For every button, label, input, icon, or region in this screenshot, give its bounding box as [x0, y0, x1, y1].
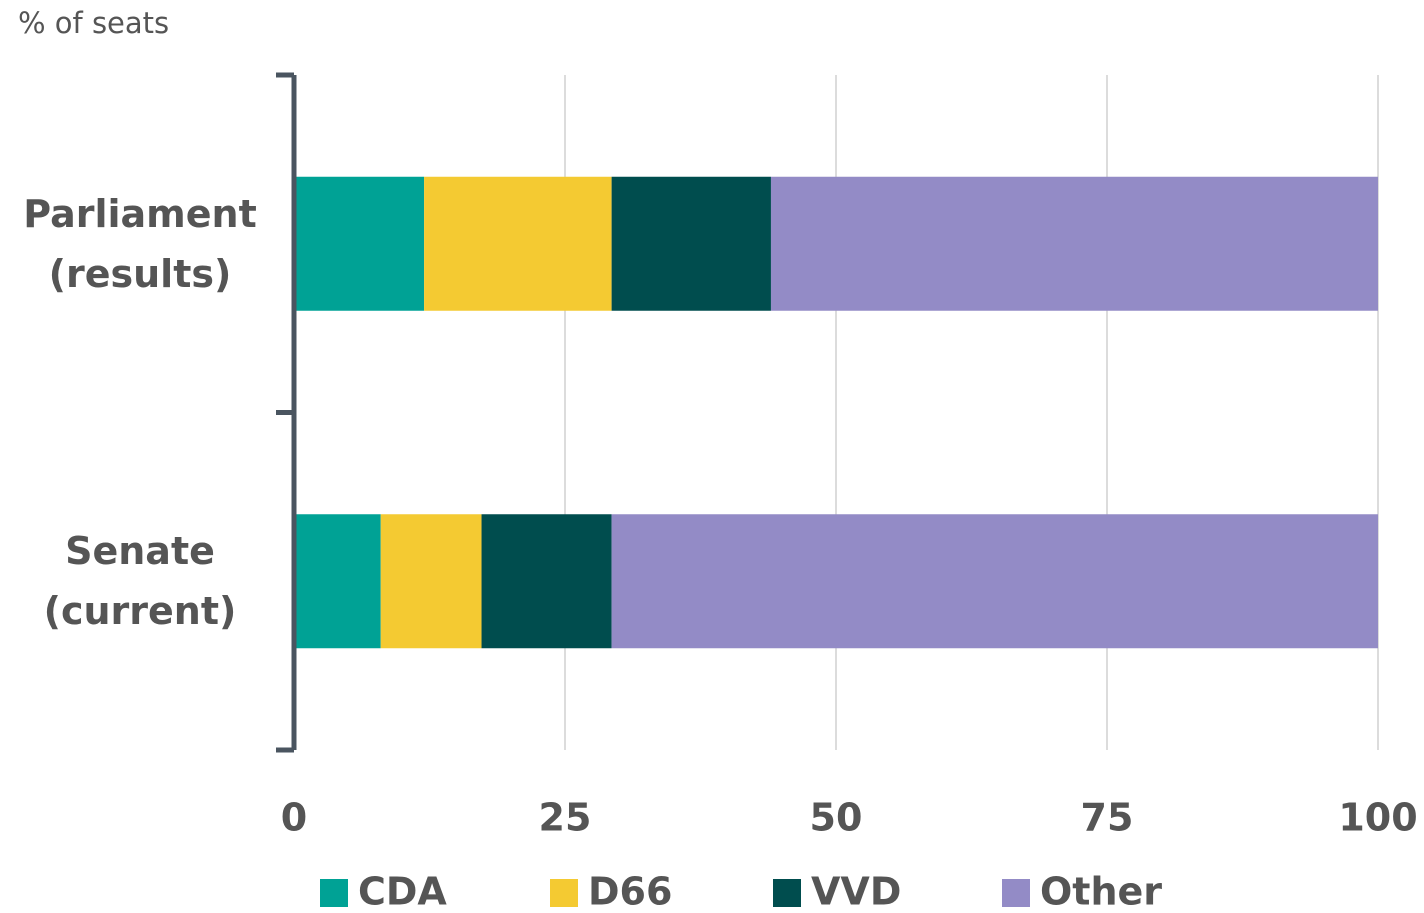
- legend-label: VVD: [811, 870, 901, 913]
- x-tick-label: 50: [810, 796, 863, 840]
- x-tick-label: 75: [1081, 796, 1134, 840]
- bar-segment: [424, 176, 612, 311]
- legend-swatch: [773, 879, 801, 907]
- legend-swatch: [550, 879, 578, 907]
- legend-label: Other: [1040, 870, 1162, 913]
- x-tick-label: 0: [281, 796, 307, 840]
- bar-segment: [611, 176, 771, 311]
- bar-segment: [380, 514, 482, 649]
- bar-segment: [294, 176, 425, 311]
- legend-swatch: [1002, 879, 1030, 907]
- legend-label: CDA: [358, 870, 447, 913]
- x-tick-label: 100: [1338, 796, 1417, 840]
- legend-swatch: [320, 879, 348, 907]
- bar-segment: [611, 514, 1378, 649]
- bar-segment: [770, 176, 1378, 311]
- x-tick-label: 25: [539, 796, 592, 840]
- bar-segment: [294, 514, 381, 649]
- legend-label: D66: [588, 870, 672, 913]
- category-label: Senate (current): [43, 529, 237, 634]
- bar-segment: [481, 514, 612, 649]
- axis-label: % of seats: [18, 6, 169, 40]
- category-label: Parliament (results): [23, 191, 257, 296]
